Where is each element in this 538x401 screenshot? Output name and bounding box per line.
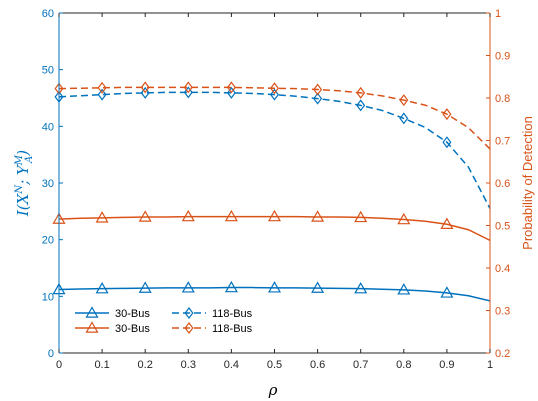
- data-point-marker: [399, 112, 409, 125]
- data-point-marker: [140, 81, 150, 94]
- legend-item: 118-Bus: [172, 307, 253, 320]
- data-point-marker: [399, 94, 409, 107]
- data-point-marker: [183, 86, 193, 99]
- data-point-marker: [97, 81, 107, 94]
- y-left-tick-label: 10: [42, 291, 54, 303]
- x-tick-label: 0: [56, 359, 62, 371]
- data-point-marker: [226, 86, 236, 99]
- ylabel-mid: ; Y: [14, 163, 32, 186]
- data-point-marker: [138, 210, 152, 222]
- y-left-tick-label: 20: [42, 235, 54, 247]
- legend-marker: [184, 307, 194, 319]
- x-tick-label: 0.8: [396, 359, 411, 371]
- data-point-marker: [440, 217, 454, 229]
- ylabel-end: ): [14, 150, 32, 157]
- axes: 0 0.1 0.2 0.3 0.4 0.5 0.6 0.7 0.8 0.9 101020304050…: [42, 8, 511, 371]
- data-point-marker: [354, 281, 368, 294]
- y-axis-right-label: Probability of Detection: [520, 116, 535, 250]
- data-point-marker: [95, 211, 109, 223]
- data-point-marker: [311, 281, 325, 293]
- legend-label: 30-Bus: [115, 323, 150, 335]
- ylabel-main: I(X: [14, 192, 32, 217]
- y-axis-left-label: I(XN; YMA): [14, 150, 35, 217]
- legend-item: 30-Bus: [75, 306, 150, 320]
- ylabel-sup2: M: [14, 154, 25, 166]
- series-line: [58, 91, 491, 209]
- series-line: [58, 86, 491, 150]
- y-right-tick-label: 0.5: [495, 221, 510, 233]
- x-tick-label: 0.9: [439, 359, 454, 371]
- y-left-tick-label: 40: [42, 121, 54, 133]
- data-point-marker: [97, 88, 107, 101]
- y-left-tick-label: 50: [42, 65, 54, 77]
- data-point-marker: [181, 281, 195, 293]
- data-point-marker: [224, 280, 238, 293]
- legend-label: 118-Bus: [212, 308, 253, 320]
- legend-label: 118-Bus: [212, 323, 253, 335]
- x-tick-label: 0.4: [224, 359, 239, 371]
- legend: 30-Bus 118-Bus 30-Bus 118-Bus: [70, 303, 270, 336]
- y-left-tick-label: 60: [42, 8, 54, 20]
- x-tick-label: 0.7: [353, 359, 368, 371]
- data-point-marker: [356, 99, 366, 112]
- data-point-marker: [181, 209, 195, 222]
- y-right-tick-label: 0.7: [495, 136, 510, 148]
- series-2-group: [52, 209, 491, 242]
- y-right-tick-label: 1: [495, 8, 501, 20]
- data-point-marker: [270, 82, 279, 95]
- series-0-group: [52, 280, 491, 302]
- data-point-marker: [397, 283, 411, 295]
- series-line: [58, 215, 491, 242]
- y-left-tick-label: 30: [42, 178, 54, 190]
- data-point-marker: [226, 81, 236, 94]
- data-point-marker: [138, 281, 152, 293]
- data-point-marker: [397, 212, 411, 225]
- legend-item: 30-Bus: [75, 321, 150, 335]
- x-tick-label: 0.2: [138, 359, 153, 371]
- data-point-marker: [313, 92, 323, 105]
- data-point-marker: [313, 83, 323, 96]
- y-right-tick-label: 0.8: [495, 93, 510, 105]
- x-tick-label: 0.3: [181, 359, 196, 371]
- data-point-marker: [224, 209, 238, 222]
- y-right-tick-label: 0.6: [495, 178, 510, 190]
- plot-area: [52, 81, 491, 302]
- data-point-marker: [267, 209, 282, 222]
- data-point-marker: [267, 281, 282, 293]
- legend-item: 118-Bus: [172, 322, 253, 335]
- y-right-tick-label: 0.2: [495, 348, 510, 360]
- y-right-tick-label: 0.9: [495, 51, 510, 63]
- data-point-marker: [270, 88, 279, 101]
- legend-marker: [184, 322, 194, 334]
- x-tick-label: 0.6: [310, 359, 325, 371]
- y-left-tick-label: 0: [48, 348, 54, 360]
- legend-marker: [85, 321, 99, 333]
- series-1-group: [54, 86, 491, 209]
- x-tick-label: 0.5: [267, 359, 282, 371]
- ylabel-sub2: A: [24, 156, 35, 164]
- data-point-marker: [95, 281, 109, 294]
- data-point-marker: [354, 210, 368, 223]
- x-tick-label: 1: [487, 359, 493, 371]
- data-point-marker: [140, 86, 150, 99]
- data-point-marker: [311, 210, 325, 222]
- y-right-tick-label: 0.3: [495, 306, 510, 318]
- legend-label: 30-Bus: [115, 308, 150, 320]
- legend-marker: [85, 306, 99, 318]
- series-line: [58, 286, 491, 302]
- data-point-marker: [442, 108, 452, 121]
- data-point-marker: [356, 86, 366, 99]
- legend-box: [70, 303, 270, 336]
- series-3-group: [54, 81, 491, 150]
- data-point-marker: [440, 286, 454, 298]
- x-axis-label: ρ: [268, 381, 278, 399]
- x-tick-label: 0.1: [94, 359, 109, 371]
- data-point-marker: [183, 81, 193, 94]
- ylabel-sup1: N: [14, 184, 25, 195]
- y-right-tick-label: 0.4: [495, 263, 510, 275]
- data-point-marker: [442, 136, 452, 149]
